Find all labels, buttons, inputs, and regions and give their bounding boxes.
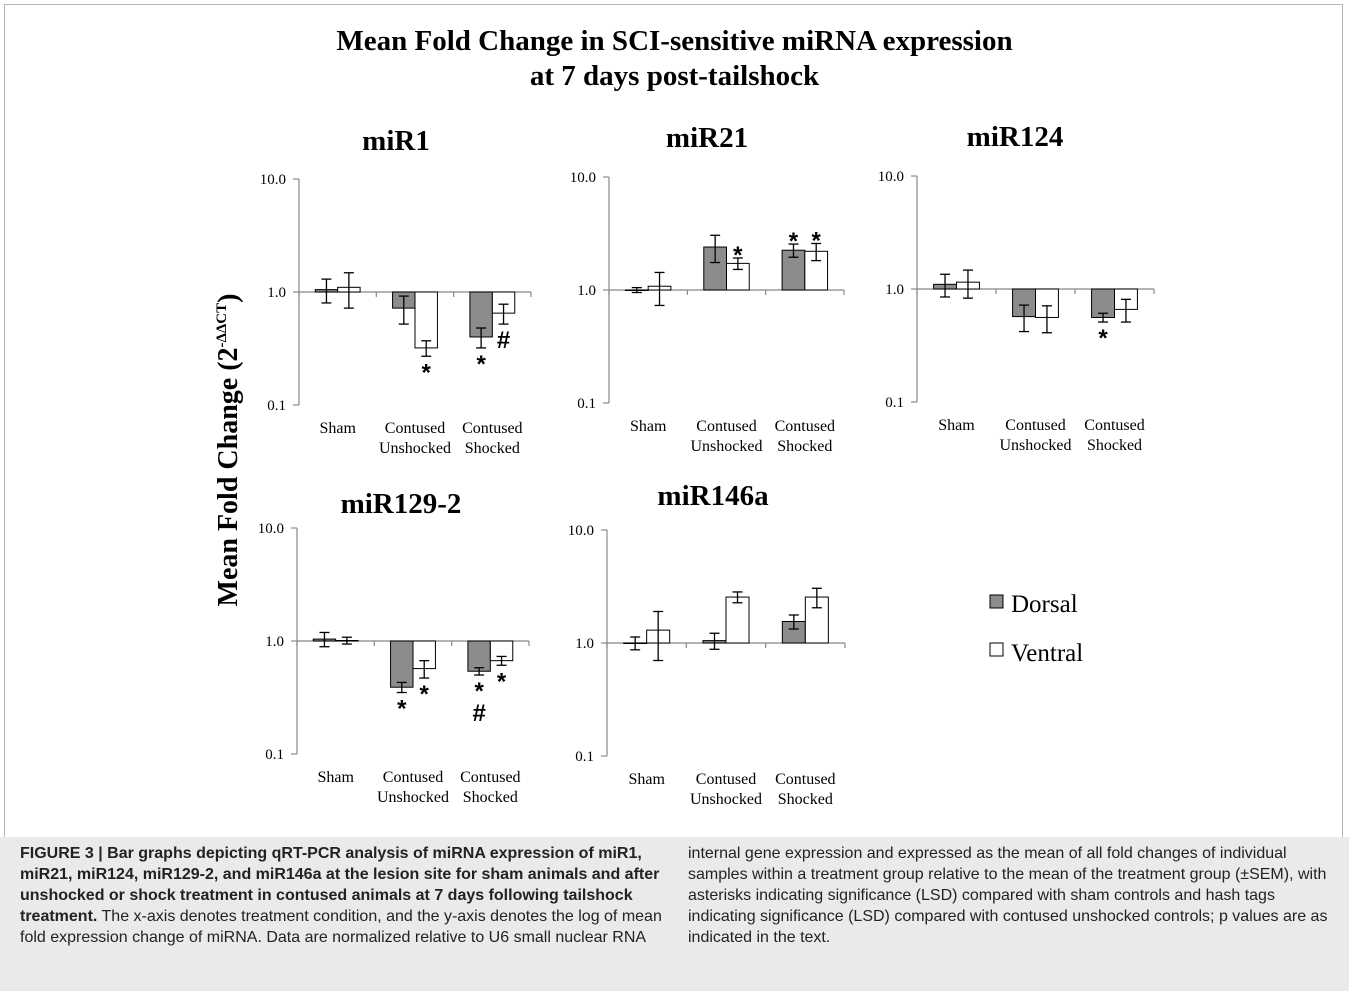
significance-label: * bbox=[476, 351, 486, 378]
y-tick-label: 10.0 bbox=[570, 170, 596, 186]
x-tick-label: Contused bbox=[696, 771, 756, 788]
y-tick-label: 0.1 bbox=[577, 396, 596, 412]
y-tick-label: 10.0 bbox=[258, 521, 284, 537]
figure-caption: FIGURE 3 | Bar graphs depicting qRT-PCR … bbox=[0, 837, 1349, 991]
charts-canvas: Mean Fold Change (2-ΔΔCT) Dorsal Ventral… bbox=[213, 121, 1155, 808]
significance-label: * bbox=[497, 668, 507, 695]
significance-label: * bbox=[812, 227, 822, 254]
figure-title-line2: at 7 days post-tailshock bbox=[529, 60, 820, 92]
x-tick-label: Unshocked bbox=[379, 440, 451, 457]
y-tick-label: 10.0 bbox=[568, 523, 594, 539]
significance-label: * bbox=[733, 242, 743, 269]
bar-dorsal bbox=[390, 640, 414, 688]
x-tick-label: Shocked bbox=[463, 789, 518, 806]
significance-label: # bbox=[497, 327, 510, 354]
y-axis-label: Mean Fold Change (2-ΔΔCT) bbox=[213, 294, 244, 607]
x-tick-label: Sham bbox=[628, 771, 665, 788]
y-tick-label: 1.0 bbox=[575, 636, 594, 652]
x-tick-label: Contused bbox=[460, 769, 520, 786]
x-tick-label: Shocked bbox=[465, 440, 520, 457]
y-tick-label: 10.0 bbox=[260, 172, 286, 188]
x-tick-label: Sham bbox=[317, 769, 354, 786]
y-tick-label: 0.1 bbox=[265, 747, 284, 763]
x-tick-label: Contused bbox=[462, 420, 522, 437]
x-tick-label: Contused bbox=[775, 418, 835, 435]
legend-label-dorsal: Dorsal bbox=[1011, 591, 1078, 618]
y-tick-label: 1.0 bbox=[267, 285, 286, 301]
x-tick-label: Sham bbox=[319, 420, 356, 437]
x-tick-label: Contused bbox=[1005, 417, 1065, 434]
x-tick-label: Contused bbox=[696, 418, 756, 435]
caption-left-text: The x-axis denotes treatment condition, … bbox=[20, 908, 662, 946]
x-tick-label: Unshocked bbox=[377, 789, 449, 806]
y-tick-label: 10.0 bbox=[878, 169, 904, 185]
significance-label: * bbox=[420, 681, 430, 708]
x-tick-label: Sham bbox=[938, 417, 975, 434]
bar-dorsal bbox=[467, 640, 491, 672]
figure-title-line1: Mean Fold Change in SCI-sensitive miRNA … bbox=[336, 25, 1013, 57]
x-tick-label: Unshocked bbox=[690, 791, 762, 808]
y-tick-label: 1.0 bbox=[577, 283, 596, 299]
x-tick-label: Unshocked bbox=[1000, 437, 1072, 454]
figure-panel: Mean Fold Change in SCI-sensitive miRNA … bbox=[4, 4, 1343, 837]
significance-label: * bbox=[789, 228, 799, 255]
significance-label: * bbox=[474, 678, 484, 705]
y-tick-label: 1.0 bbox=[885, 282, 904, 298]
legend-label-ventral: Ventral bbox=[1011, 640, 1083, 667]
x-tick-label: Sham bbox=[630, 418, 667, 435]
chart-title: miR124 bbox=[967, 121, 1064, 153]
x-tick-label: Contused bbox=[1084, 417, 1144, 434]
caption-right-column: internal gene expression and expressed a… bbox=[688, 845, 1328, 946]
caption-left-column: FIGURE 3 | Bar graphs depicting qRT-PCR … bbox=[20, 843, 665, 948]
bar-ventral bbox=[414, 291, 438, 349]
significance-label: * bbox=[1098, 325, 1108, 352]
x-tick-label: Contused bbox=[385, 420, 445, 437]
legend: Dorsal Ventral bbox=[989, 591, 1083, 667]
y-tick-label: 0.1 bbox=[267, 398, 286, 414]
chart-title: miR146a bbox=[657, 480, 769, 512]
chart-title: miR21 bbox=[666, 122, 748, 154]
bar-ventral bbox=[725, 596, 750, 644]
chart-title: miR129-2 bbox=[341, 488, 462, 520]
significance-label: * bbox=[422, 359, 432, 386]
chart-title: miR1 bbox=[362, 125, 430, 157]
x-tick-label: Contused bbox=[775, 771, 835, 788]
caption-heading: FIGURE 3 | Bar graphs depicting qRT-PCR … bbox=[20, 845, 660, 925]
y-tick-label: 0.1 bbox=[885, 395, 904, 411]
x-tick-label: Shocked bbox=[778, 791, 833, 808]
x-tick-label: Shocked bbox=[1087, 437, 1142, 454]
y-tick-label: 0.1 bbox=[575, 749, 594, 765]
significance-label: # bbox=[472, 700, 485, 727]
legend-swatch-ventral bbox=[989, 642, 1004, 657]
significance-label: * bbox=[397, 696, 407, 723]
legend-swatch-dorsal bbox=[989, 594, 1004, 609]
x-tick-label: Contused bbox=[383, 769, 443, 786]
y-tick-label: 1.0 bbox=[265, 634, 284, 650]
x-tick-label: Unshocked bbox=[691, 438, 763, 455]
x-tick-label: Shocked bbox=[777, 438, 832, 455]
